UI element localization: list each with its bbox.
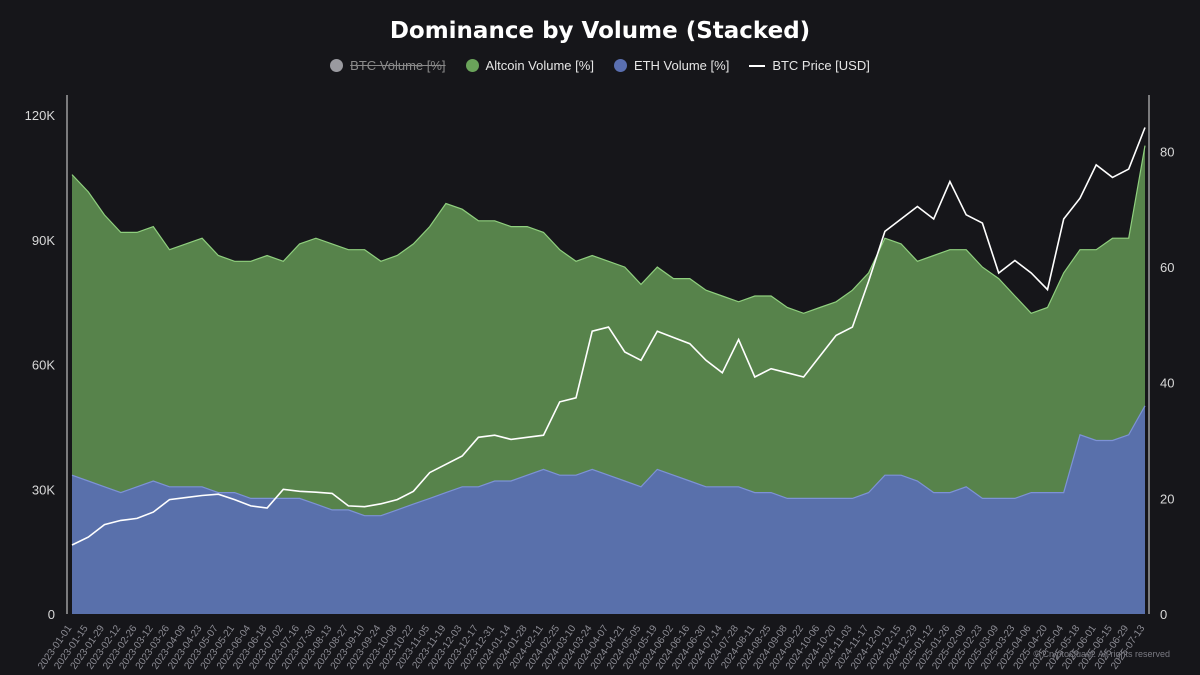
- y-right-tick-label: 40: [1160, 376, 1174, 391]
- legend-item-altcoin-volume[interactable]: Altcoin Volume [%]: [465, 58, 594, 73]
- legend-dot-eth-volume: [613, 59, 627, 72]
- legend-label-eth-volume: ETH Volume [%]: [633, 58, 730, 73]
- watermark: © CryptoQuant. All rights reserved: [1033, 649, 1170, 659]
- btc-price-line: [71, 127, 1146, 546]
- legend-label-btc-price: BTC Price [USD]: [772, 58, 870, 73]
- y-left-tick-label: 30K: [32, 482, 55, 497]
- legend-dot-btc-volume: [330, 59, 344, 72]
- y-right-tick-label: 0: [1160, 607, 1167, 622]
- legend-item-btc-price[interactable]: BTC Price [USD]: [749, 58, 870, 73]
- chart-legend: BTC Volume [%] Altcoin Volume [%] ETH Vo…: [0, 58, 1200, 73]
- legend-dot-altcoin-volume: [465, 59, 479, 72]
- y-left-tick-label: 90K: [32, 233, 55, 248]
- eth-volume-area-edge: [71, 405, 1146, 517]
- y-left-tick-label: 60K: [32, 358, 55, 373]
- altcoin-volume-area-edge: [71, 145, 1146, 314]
- legend-label-btc-volume: BTC Volume [%]: [350, 58, 446, 73]
- legend-item-eth-volume[interactable]: ETH Volume [%]: [613, 58, 730, 73]
- legend-item-btc-volume[interactable]: BTC Volume [%]: [330, 58, 446, 73]
- y-left-tick-label: 0: [48, 607, 55, 622]
- legend-label-altcoin-volume: Altcoin Volume [%]: [485, 58, 594, 73]
- y-left-tick-label: 120K: [25, 108, 56, 123]
- legend-line-btc-price: [749, 64, 766, 67]
- y-right-tick-label: 20: [1160, 491, 1174, 506]
- y-right-tick-label: 60: [1160, 260, 1174, 275]
- eth-volume-area: [72, 405, 1145, 614]
- chart-title: Dominance by Volume (Stacked): [389, 18, 811, 44]
- y-right-tick-label: 80: [1160, 144, 1174, 159]
